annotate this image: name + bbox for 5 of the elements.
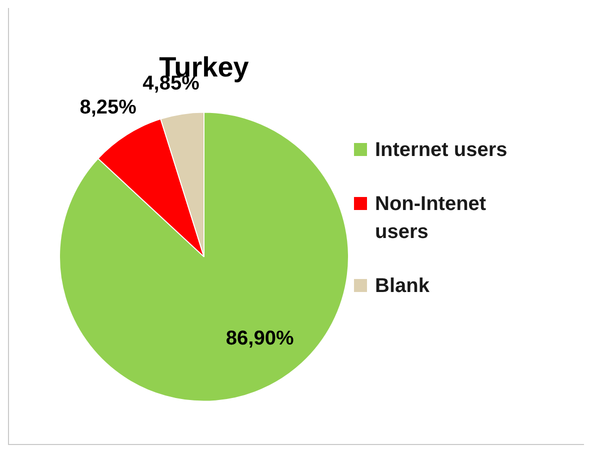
legend-label: Blank: [375, 274, 430, 299]
data-label: 86,90%: [226, 327, 294, 350]
legend-label: Internet users: [375, 138, 508, 163]
legend-label: Non-Intenet users: [375, 192, 488, 245]
data-label: 8,25%: [80, 96, 137, 118]
